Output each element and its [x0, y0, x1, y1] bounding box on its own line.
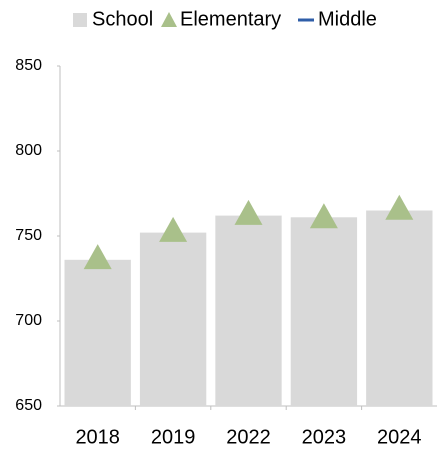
legend-label: School — [92, 8, 153, 30]
x-tick-label: 2023 — [302, 426, 347, 448]
x-tick-label: 2022 — [226, 426, 271, 448]
legend-swatch — [73, 13, 87, 27]
triangle-marker — [234, 199, 263, 225]
y-tick-label: 650 — [15, 397, 42, 414]
legend-swatch — [161, 12, 177, 27]
x-tick-label: 2024 — [377, 426, 422, 448]
y-tick-label: 850 — [15, 57, 42, 74]
bar — [139, 232, 207, 406]
x-tick-label: 2018 — [75, 426, 120, 448]
y-tick-label: 750 — [15, 227, 42, 244]
bar — [64, 259, 131, 406]
bar — [290, 217, 358, 406]
legend-label: Middle — [318, 8, 377, 30]
y-tick-label: 700 — [15, 312, 42, 329]
bar — [215, 215, 282, 406]
legend-label: Elementary — [180, 8, 281, 30]
triangle-marker — [83, 244, 112, 270]
bar — [366, 210, 433, 406]
x-tick-label: 2019 — [151, 426, 196, 448]
triangle-marker — [309, 203, 338, 229]
triangle-marker — [385, 194, 414, 220]
triangle-marker — [159, 216, 188, 242]
y-tick-label: 800 — [15, 142, 42, 159]
